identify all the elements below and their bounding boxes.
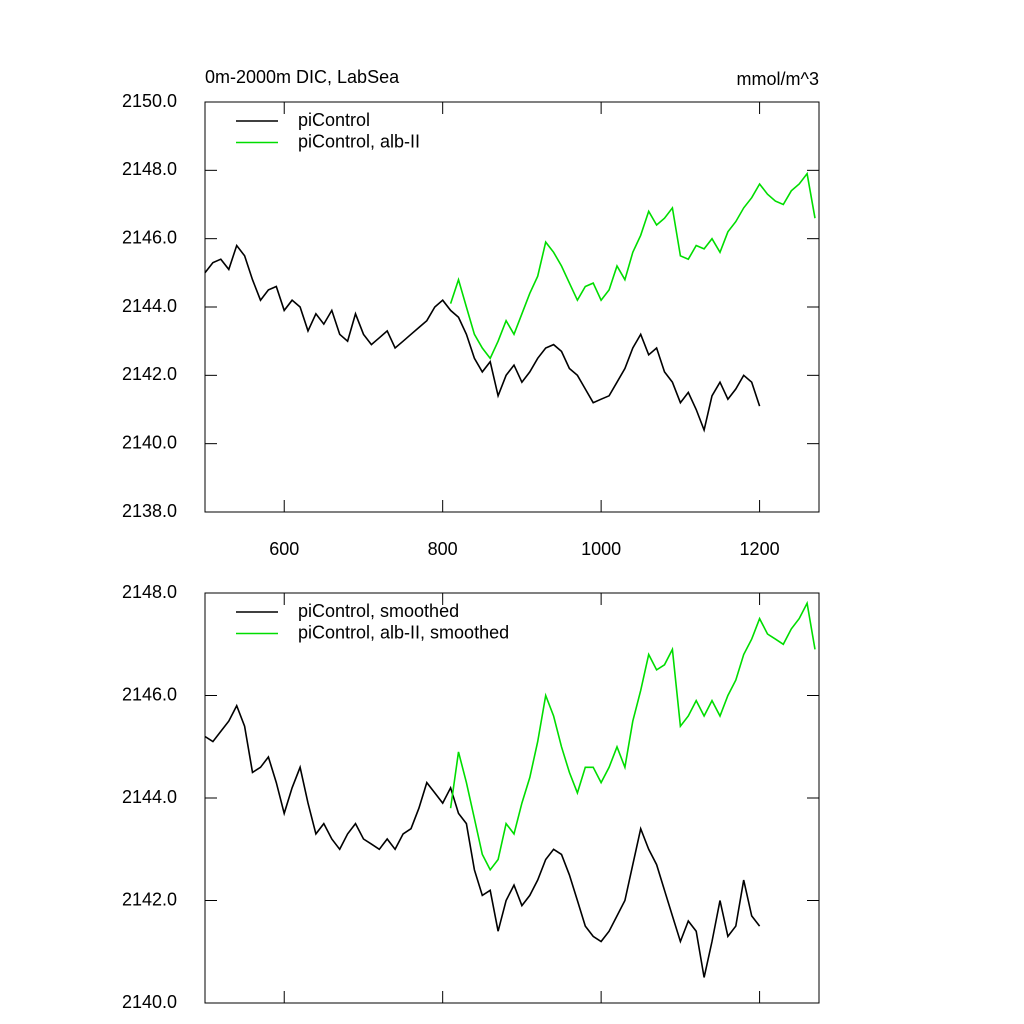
y-tick-label: 2140.0 (122, 432, 177, 452)
y-tick-label: 2144.0 (122, 296, 177, 316)
legend-label: piControl, alb-II, smoothed (298, 622, 509, 642)
x-tick-label: 600 (269, 539, 299, 559)
x-tick-label: 1200 (740, 539, 780, 559)
y-tick-label: 2138.0 (122, 501, 177, 521)
legend-label: piControl (298, 110, 370, 130)
y-tick-label: 2144.0 (122, 787, 177, 807)
y-tick-label: 2148.0 (122, 159, 177, 179)
y-tick-label: 2142.0 (122, 364, 177, 384)
y-tick-label: 2146.0 (122, 227, 177, 247)
y-tick-label: 2140.0 (122, 992, 177, 1012)
x-tick-label: 800 (428, 539, 458, 559)
chart-title: 0m-2000m DIC, LabSea (205, 67, 400, 87)
data-line (204, 243, 761, 433)
legend-label: piControl, alb-II (298, 131, 420, 151)
legend-label: piControl, smoothed (298, 601, 459, 621)
data-line (449, 600, 816, 872)
units-label: mmol/m^3 (737, 69, 819, 89)
plot-frame (204, 101, 820, 513)
data-line (204, 703, 761, 978)
plot-frame (204, 592, 820, 1004)
x-tick-label: 1000 (581, 539, 621, 559)
y-tick-label: 2146.0 (122, 684, 177, 704)
y-tick-label: 2148.0 (122, 582, 177, 602)
data-line (449, 171, 816, 360)
y-tick-label: 2150.0 (122, 91, 177, 111)
y-tick-label: 2142.0 (122, 889, 177, 909)
